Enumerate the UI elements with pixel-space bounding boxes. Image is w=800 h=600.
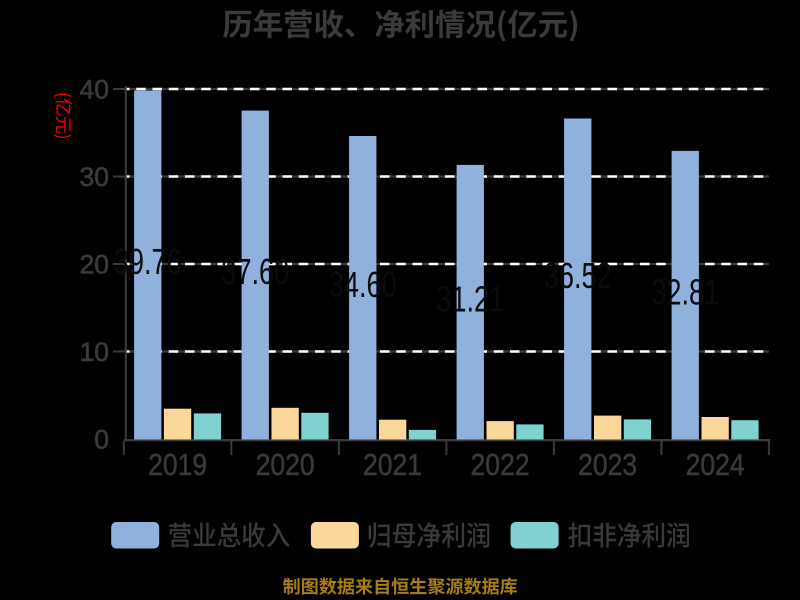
svg-text:31.21: 31.21 — [436, 279, 504, 320]
svg-text:32.81: 32.81 — [651, 272, 719, 313]
svg-text:20: 20 — [80, 250, 109, 280]
svg-text:30: 30 — [80, 162, 109, 192]
svg-text:2024: 2024 — [686, 448, 745, 482]
svg-text:34.60: 34.60 — [329, 264, 397, 305]
svg-text:2023: 2023 — [578, 448, 637, 482]
svg-text:2020: 2020 — [256, 448, 315, 482]
svg-text:10: 10 — [80, 337, 109, 367]
svg-text:2021: 2021 — [363, 448, 422, 482]
svg-text:37.60: 37.60 — [221, 252, 289, 293]
svg-text:2019: 2019 — [148, 448, 207, 482]
svg-text:2022: 2022 — [471, 448, 530, 482]
svg-text:36.52: 36.52 — [544, 256, 612, 297]
svg-text:40: 40 — [80, 75, 109, 105]
svg-text:0: 0 — [94, 425, 109, 455]
svg-text:39.76: 39.76 — [114, 242, 182, 283]
